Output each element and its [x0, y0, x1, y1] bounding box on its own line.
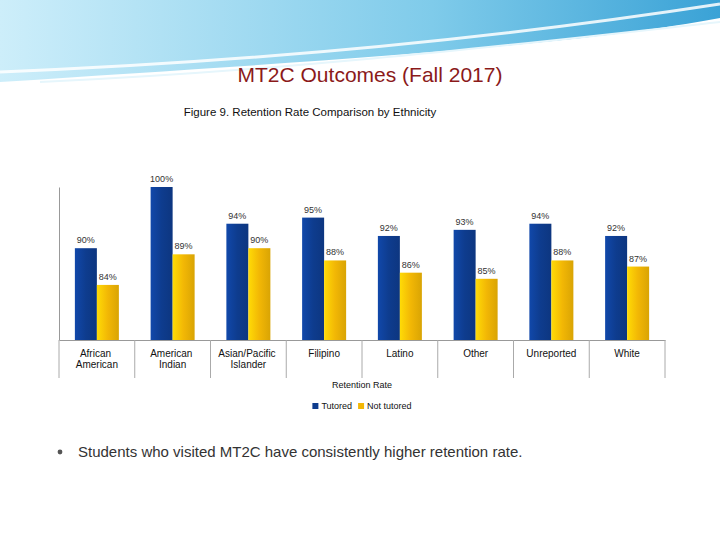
- data-label: 86%: [402, 260, 420, 270]
- category-separator: [210, 340, 211, 378]
- x-tick-label: White: [614, 348, 640, 359]
- bar: [476, 279, 498, 340]
- data-label: 92%: [607, 223, 625, 233]
- chart-svg: MT2C Outcomes (Fall 2017) Figure 9. Reten…: [0, 0, 720, 540]
- note-text: Students who visited MT2C have consisten…: [78, 443, 522, 460]
- bar: [378, 236, 400, 340]
- x-tick: Filipino: [308, 340, 340, 359]
- x-tick-label: Filipino: [308, 348, 340, 359]
- x-tick-label: Other: [463, 348, 489, 359]
- data-label: 88%: [326, 247, 344, 257]
- data-label: 90%: [250, 235, 268, 245]
- x-tick: White: [614, 340, 640, 359]
- category-separator: [286, 340, 287, 378]
- bar: [324, 260, 346, 340]
- category-separator: [589, 340, 590, 378]
- legend-swatch: [312, 403, 318, 409]
- data-label: 88%: [553, 247, 571, 257]
- legend-item: Tutored: [312, 401, 352, 411]
- bar: [605, 236, 627, 340]
- legend-swatch: [358, 403, 364, 409]
- y-axis: [59, 188, 60, 341]
- data-label: 100%: [150, 174, 173, 184]
- x-tick: African American: [76, 340, 118, 370]
- x-tick-label: American Indian: [150, 348, 195, 370]
- bar: [151, 187, 173, 340]
- category-separators: [59, 340, 665, 378]
- x-axis-title: Retention Rate: [332, 380, 392, 390]
- category-separator: [665, 340, 666, 378]
- chart-title: Figure 9. Retention Rate Comparison by E…: [184, 106, 437, 118]
- bar: [248, 248, 270, 340]
- data-label: 90%: [77, 235, 95, 245]
- category-separator: [134, 340, 135, 378]
- page-title: MT2C Outcomes (Fall 2017): [238, 63, 503, 86]
- x-tick: Other: [463, 340, 489, 359]
- y-axis-line: [59, 188, 60, 341]
- bar: [551, 260, 573, 340]
- data-label: 94%: [531, 211, 549, 221]
- data-labels: 90% 100% 94% 95% 92% 93% 94% 92% 84% 89% 90% 88% 86%…: [77, 174, 647, 282]
- data-label: 89%: [175, 241, 193, 251]
- x-tick-label: Unreported: [526, 348, 576, 359]
- category-separator: [362, 340, 363, 378]
- x-tick-label: Asian/Pacific Islander: [218, 348, 278, 370]
- chart-container: MT2C Outcomes (Fall 2017) Figure 9. Reten…: [0, 0, 720, 540]
- x-tick-label: African American: [76, 348, 118, 370]
- data-label: 87%: [629, 254, 647, 264]
- data-label: 85%: [478, 266, 496, 276]
- bar: [75, 248, 97, 340]
- x-tick: Asian/Pacific Islander: [218, 340, 278, 370]
- legend-label: Not tutored: [367, 401, 412, 411]
- data-label: 92%: [380, 223, 398, 233]
- bar: [454, 230, 476, 340]
- bars: [75, 187, 649, 340]
- x-tick: American Indian: [150, 340, 195, 370]
- bar: [627, 267, 649, 340]
- data-label: 93%: [456, 217, 474, 227]
- x-tick-label: Latino: [386, 348, 414, 359]
- bar: [400, 273, 422, 340]
- bar: [173, 254, 195, 340]
- data-label: 95%: [304, 205, 322, 215]
- x-tick: Latino: [386, 340, 414, 359]
- legend-item: Not tutored: [358, 401, 412, 411]
- legend-label: Tutored: [321, 401, 352, 411]
- bar: [529, 224, 551, 340]
- x-tick: Unreported: [526, 340, 576, 359]
- data-label: 84%: [99, 272, 117, 282]
- category-separator: [59, 340, 60, 378]
- data-label: 94%: [228, 211, 246, 221]
- header-curve: [0, 4, 720, 72]
- bar: [97, 285, 119, 340]
- category-separator: [513, 340, 514, 378]
- bar: [302, 218, 324, 340]
- bullet: [58, 450, 63, 455]
- category-separator: [437, 340, 438, 378]
- legend: Tutored Not tutored: [312, 401, 411, 411]
- bar: [226, 224, 248, 340]
